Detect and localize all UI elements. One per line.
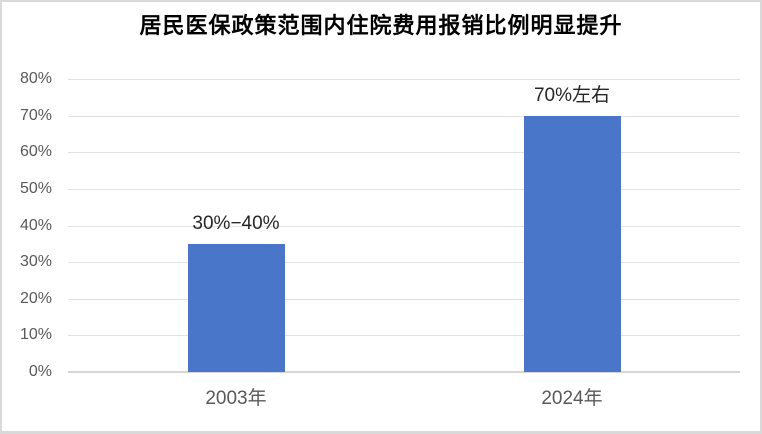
- y-tick-label: 30%: [19, 253, 52, 271]
- plot-area: 30%−40% 70%左右: [68, 79, 740, 373]
- x-category-label: 2024年: [541, 388, 603, 409]
- gridline: [68, 79, 740, 80]
- gridline: [68, 298, 740, 300]
- bar-value-label: 70%左右: [533, 84, 611, 106]
- y-tick-label: 20%: [19, 289, 52, 307]
- y-tick-label: 0%: [28, 363, 52, 380]
- bar-2003年: [187, 243, 285, 372]
- gridline: [68, 262, 740, 264]
- x-category-label: 2003年: [205, 388, 267, 409]
- y-tick-label: 50%: [19, 179, 52, 197]
- y-tick-label: 60%: [19, 143, 52, 161]
- gridline: [68, 225, 740, 227]
- chart-title: 居民医保政策范围内住院费用报销比例明显提升: [139, 13, 623, 38]
- x-axis-line: [68, 371, 740, 373]
- y-tick-label: 70%: [19, 106, 52, 124]
- y-tick-label: 40%: [19, 216, 52, 234]
- y-tick-label: 80%: [19, 70, 52, 87]
- gridline: [68, 335, 740, 337]
- bar-value-label: 30%−40%: [192, 212, 280, 234]
- bar-2024年: [523, 115, 621, 372]
- gridline: [68, 152, 740, 154]
- gridline: [68, 188, 740, 190]
- gridline: [68, 115, 740, 117]
- y-tick-label: 10%: [19, 326, 52, 344]
